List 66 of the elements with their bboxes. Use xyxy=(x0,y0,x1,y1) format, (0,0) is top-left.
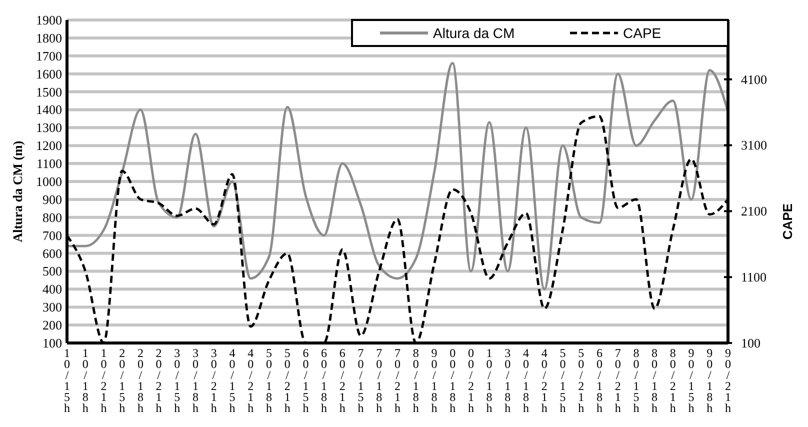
y-tick-label: 1600 xyxy=(36,66,62,82)
x-tick-label: 40/15h xyxy=(229,346,236,415)
y-tick-label: 700 xyxy=(42,228,62,243)
legend-label: Altura da CM xyxy=(433,25,515,41)
x-tick-label: 70/18h xyxy=(376,346,382,415)
x-tick-label: 20/18h xyxy=(137,346,144,415)
y-tick-label: 400 xyxy=(42,282,62,297)
y-tick-label: 1300 xyxy=(36,120,62,136)
y-tick-label: 1800 xyxy=(36,30,62,46)
y-tick-label: 200 xyxy=(42,318,62,333)
y-tick-label: 900 xyxy=(42,192,62,207)
x-tick-label: 50/15h xyxy=(560,346,566,415)
y-tick-label: 1000 xyxy=(36,174,62,189)
y-tick-label: 100 xyxy=(42,336,62,350)
y-tick-label: 1200 xyxy=(36,138,62,154)
line-series xyxy=(66,62,730,290)
x-tick-label: 50/18h xyxy=(266,346,272,415)
x-tick-label: 10/21h xyxy=(100,346,107,415)
x-tick-label: 30/18h xyxy=(504,346,511,415)
x-tick-label: 60/21h xyxy=(339,346,346,415)
x-tick-label: 10/18h xyxy=(82,346,88,415)
y2-axis-title: CAPE xyxy=(780,203,795,240)
x-tick-label: 30/15h xyxy=(174,346,180,415)
x-tick-label: 50/21h xyxy=(578,346,584,415)
y-tick-label: 600 xyxy=(42,246,62,261)
x-tick-label: 00/18h xyxy=(450,346,456,415)
x-tick-label: 60/18h xyxy=(321,346,328,415)
legend-label: CAPE xyxy=(623,25,662,41)
y-tick-label: 800 xyxy=(42,210,62,225)
x-tick-label: 20/15h xyxy=(119,346,126,415)
x-tick-label: 30/18h xyxy=(192,346,199,415)
x-tick-label: 10/15h xyxy=(64,346,70,415)
x-tick-label: 80/21h xyxy=(670,346,676,415)
x-tick-label: 40/21h xyxy=(541,346,548,415)
y2-tick-label: 4100 xyxy=(741,72,767,87)
x-tick-label: 20/21h xyxy=(156,346,162,415)
y2-tick-label: 100 xyxy=(741,336,760,350)
x-tick-label: 10/18h xyxy=(486,346,492,415)
x-tick-label: 00/21h xyxy=(468,346,474,415)
y-tick-label: 1700 xyxy=(36,48,62,64)
x-tick-label: 70/21h xyxy=(614,346,621,415)
x-tick-label: 70/15h xyxy=(358,346,364,415)
x-tick-label: 90/15h xyxy=(688,346,694,415)
y-tick-label: 1400 xyxy=(36,102,62,118)
y2-tick-label: 2100 xyxy=(741,204,767,219)
x-tick-label: 90/18h xyxy=(431,346,438,415)
y-axis-title: Altura da CM (m) xyxy=(10,140,25,242)
y-tick-label: 1900 xyxy=(36,12,62,28)
x-tick-label: 60/18h xyxy=(596,346,602,415)
y-tick-label: 300 xyxy=(42,300,62,315)
x-tick-label: 50/21h xyxy=(284,346,290,415)
y-tick-label: 500 xyxy=(42,264,62,279)
x-tick-label: 80/18h xyxy=(412,346,419,415)
y-tick-label: 1500 xyxy=(36,84,62,100)
x-tick-label: 90/21h xyxy=(725,346,731,415)
x-tick-label: 30/21h xyxy=(210,346,217,415)
x-tick-label: 70/21h xyxy=(394,346,400,415)
x-tick-label: 60/15h xyxy=(302,346,309,415)
y-tick-label: 1100 xyxy=(36,156,62,172)
x-tick-label: 80/15h xyxy=(633,346,640,415)
y2-tick-label: 3100 xyxy=(741,138,767,153)
x-tick-label: 80/18h xyxy=(652,346,658,415)
x-tick-label: 90/18h xyxy=(706,346,713,415)
y2-tick-label: 1100 xyxy=(741,270,767,285)
x-tick-label: 40/18h xyxy=(523,346,530,415)
x-tick-label: 40/21h xyxy=(248,346,254,415)
